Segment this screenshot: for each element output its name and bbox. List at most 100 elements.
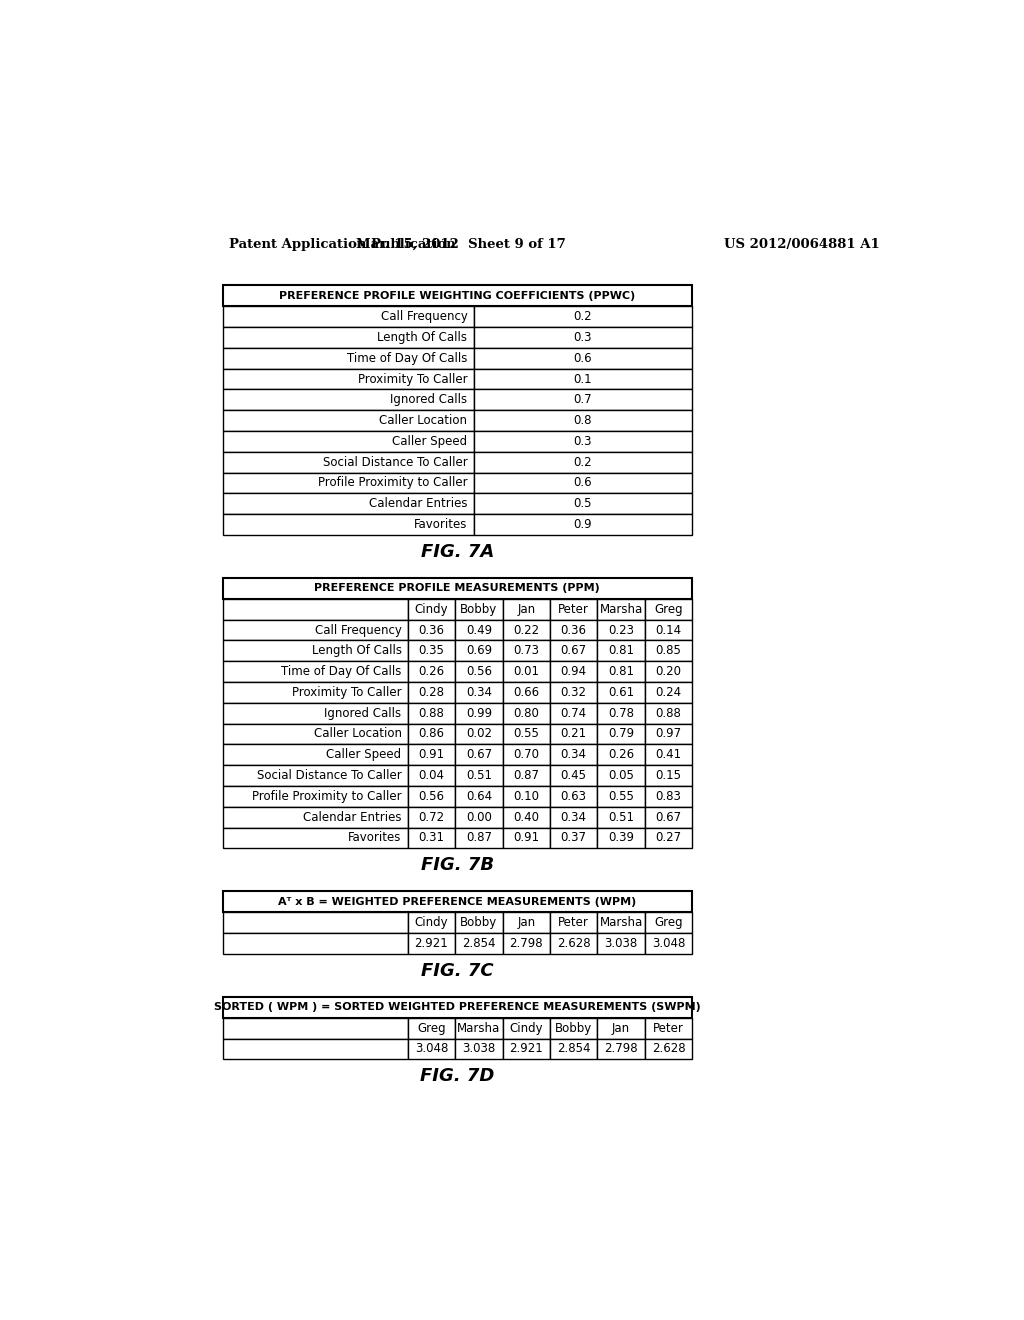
Text: 0.34: 0.34 (561, 748, 587, 762)
Bar (597, 619, 645, 640)
Bar (408, 828, 456, 849)
Bar (456, 702, 503, 723)
Bar (597, 702, 645, 723)
Text: 2.628: 2.628 (651, 1043, 685, 1056)
Bar (222, 285, 692, 306)
Text: FIG. 7D: FIG. 7D (420, 1068, 495, 1085)
Text: 0.31: 0.31 (419, 832, 444, 845)
Text: 0.91: 0.91 (513, 832, 540, 845)
Bar (597, 682, 645, 702)
Text: Time of Day Of Calls: Time of Day Of Calls (347, 351, 467, 364)
Text: 0.04: 0.04 (419, 770, 444, 781)
Text: 0.80: 0.80 (513, 706, 540, 719)
Bar (408, 912, 456, 933)
Bar (550, 619, 597, 640)
Text: Length Of Calls: Length Of Calls (378, 331, 467, 345)
Bar (503, 661, 550, 682)
Bar (550, 1018, 597, 1039)
Text: Aᵀ x B = WEIGHTED PREFERENCE MEASUREMENTS (WPM): Aᵀ x B = WEIGHTED PREFERENCE MEASUREMENT… (279, 896, 637, 907)
Bar (222, 785, 408, 807)
Text: 0.7: 0.7 (573, 393, 592, 407)
Bar (222, 619, 408, 640)
Text: Peter: Peter (653, 1022, 684, 1035)
Bar (503, 912, 550, 933)
Text: 0.55: 0.55 (608, 789, 634, 803)
Bar (408, 599, 456, 619)
Bar (456, 682, 503, 702)
Bar (222, 432, 474, 451)
Bar (456, 1039, 503, 1059)
Text: 0.56: 0.56 (419, 789, 444, 803)
Text: Caller Speed: Caller Speed (392, 434, 467, 447)
Text: Jan: Jan (517, 916, 536, 929)
Bar (503, 1039, 550, 1059)
Bar (222, 1039, 408, 1059)
Bar (503, 599, 550, 619)
Text: 0.32: 0.32 (561, 686, 587, 698)
Text: 0.94: 0.94 (560, 665, 587, 678)
Bar (456, 640, 503, 661)
Text: 0.91: 0.91 (419, 748, 444, 762)
Text: 0.86: 0.86 (419, 727, 444, 741)
Bar (456, 599, 503, 619)
Bar (503, 766, 550, 785)
Text: PREFERENCE PROFILE WEIGHTING COEFFICIENTS (PPWC): PREFERENCE PROFILE WEIGHTING COEFFICIENT… (280, 290, 636, 301)
Text: 3.038: 3.038 (604, 937, 638, 950)
Bar (222, 327, 474, 348)
Bar (645, 619, 692, 640)
Text: 0.8: 0.8 (573, 414, 592, 428)
Text: 2.921: 2.921 (415, 937, 449, 950)
Text: Mar. 15, 2012  Sheet 9 of 17: Mar. 15, 2012 Sheet 9 of 17 (356, 238, 566, 251)
Text: Time of Day Of Calls: Time of Day Of Calls (282, 665, 401, 678)
Text: 0.6: 0.6 (573, 351, 592, 364)
Text: Peter: Peter (558, 916, 589, 929)
Text: Length Of Calls: Length Of Calls (311, 644, 401, 657)
Text: 0.05: 0.05 (608, 770, 634, 781)
Text: Cindy: Cindy (415, 916, 449, 929)
Text: 0.87: 0.87 (513, 770, 540, 781)
Bar (222, 723, 408, 744)
Text: FIG. 7C: FIG. 7C (421, 962, 494, 979)
Text: 0.24: 0.24 (655, 686, 682, 698)
Bar (503, 933, 550, 954)
Text: 0.67: 0.67 (655, 810, 682, 824)
Bar (597, 828, 645, 849)
Text: 0.27: 0.27 (655, 832, 682, 845)
Text: Caller Location: Caller Location (313, 727, 401, 741)
Bar (408, 744, 456, 766)
Text: 3.048: 3.048 (652, 937, 685, 950)
Bar (503, 1018, 550, 1039)
Text: 0.56: 0.56 (466, 665, 492, 678)
Bar (222, 1018, 408, 1039)
Text: 0.66: 0.66 (513, 686, 540, 698)
Bar (474, 306, 692, 327)
Text: 0.21: 0.21 (560, 727, 587, 741)
Text: 0.67: 0.67 (560, 644, 587, 657)
Text: Cindy: Cindy (415, 603, 449, 615)
Text: 0.14: 0.14 (655, 623, 682, 636)
Text: 2.921: 2.921 (509, 1043, 543, 1056)
Bar (645, 1039, 692, 1059)
Text: 0.81: 0.81 (608, 644, 634, 657)
Bar (456, 828, 503, 849)
Text: Marsha: Marsha (458, 1022, 501, 1035)
Text: Call Frequency: Call Frequency (381, 310, 467, 323)
Bar (474, 515, 692, 535)
Text: 0.26: 0.26 (608, 748, 634, 762)
Text: 0.5: 0.5 (573, 498, 592, 511)
Bar (503, 807, 550, 828)
Bar (597, 912, 645, 933)
Text: 2.854: 2.854 (557, 1043, 591, 1056)
Bar (222, 368, 474, 389)
Text: 2.798: 2.798 (510, 937, 543, 950)
Text: 0.63: 0.63 (561, 789, 587, 803)
Bar (222, 997, 692, 1018)
Text: 0.35: 0.35 (419, 644, 444, 657)
Text: 0.74: 0.74 (560, 706, 587, 719)
Bar (456, 807, 503, 828)
Text: 0.9: 0.9 (573, 517, 592, 531)
Text: Jan: Jan (517, 603, 536, 615)
Text: Greg: Greg (654, 916, 683, 929)
Text: 2.798: 2.798 (604, 1043, 638, 1056)
Text: 0.34: 0.34 (561, 810, 587, 824)
